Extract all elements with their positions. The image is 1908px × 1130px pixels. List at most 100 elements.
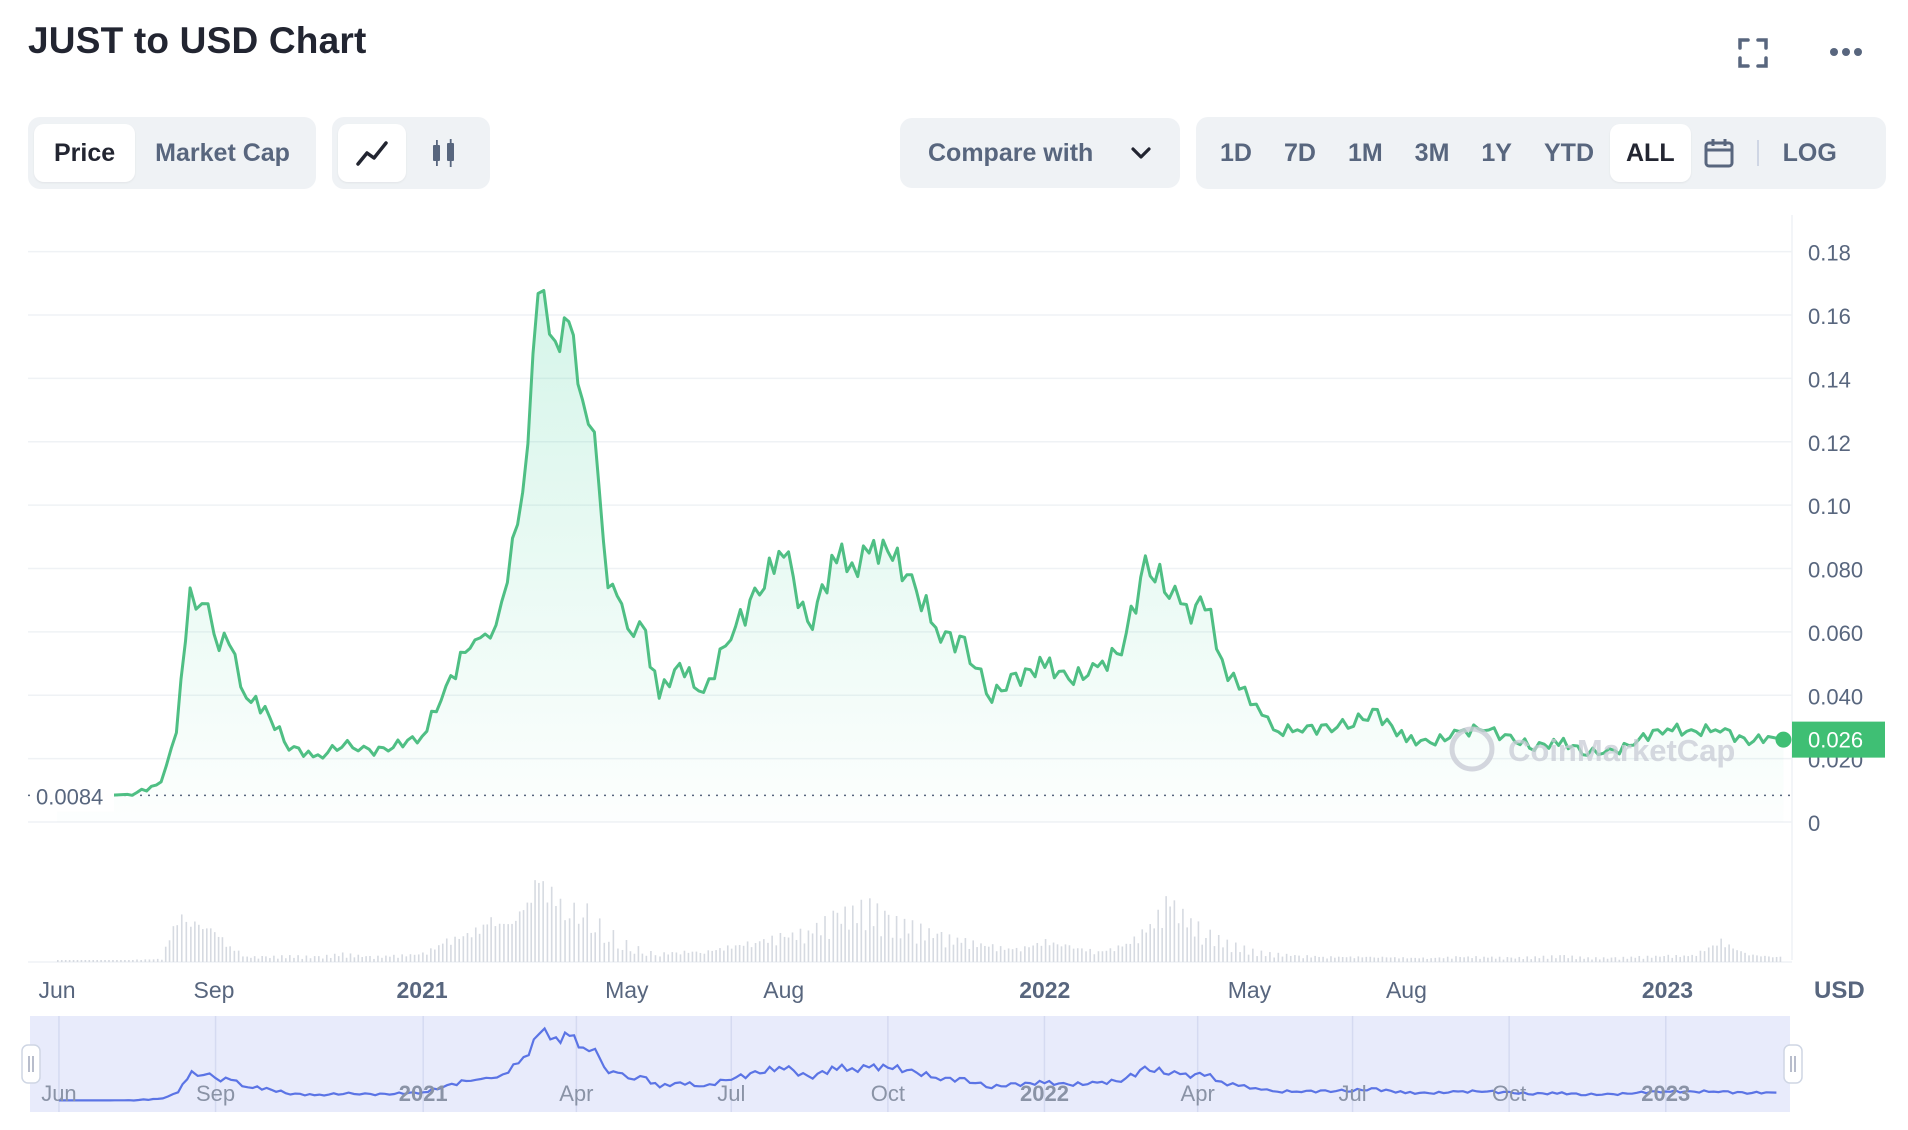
more-icon[interactable] <box>1828 42 1868 62</box>
volume-bar <box>582 917 585 962</box>
watermark-text: CoinMarketCap <box>1508 733 1735 768</box>
tab-market-cap[interactable]: Market Cap <box>155 138 290 167</box>
volume-bar <box>1699 950 1702 962</box>
range-7d[interactable]: 7D <box>1283 138 1316 167</box>
volume-bar <box>1165 896 1167 962</box>
fullscreen-icon[interactable] <box>1736 36 1770 70</box>
volume-bar <box>750 947 753 962</box>
volume-bar <box>361 957 364 962</box>
volume-bar <box>1771 957 1774 962</box>
compare-with-dropdown[interactable]: Compare with <box>900 118 1180 188</box>
volume-bar <box>1764 955 1766 962</box>
volume-bar <box>1426 958 1428 962</box>
volume-bar <box>1028 947 1030 962</box>
navigator-window[interactable] <box>30 1016 1790 1112</box>
volume-bar <box>699 952 702 962</box>
volume-bar <box>637 946 640 962</box>
volume-bar <box>116 960 118 962</box>
volume-bar <box>1744 952 1746 962</box>
volume-bar <box>650 950 652 962</box>
volume-bar <box>1003 949 1006 962</box>
volume-bar <box>250 957 252 962</box>
volume-bar <box>72 960 75 962</box>
range-1y[interactable]: 1Y <box>1481 138 1512 167</box>
volume-bar <box>787 937 790 962</box>
candlestick-icon[interactable] <box>406 124 482 182</box>
volume-bar <box>1190 918 1192 962</box>
calendar-icon[interactable] <box>1691 124 1747 182</box>
volume-bar <box>936 933 939 962</box>
volume-bar <box>887 914 890 962</box>
volume-bar <box>357 954 360 962</box>
volume-bar <box>783 936 786 962</box>
volume-bar <box>349 953 352 962</box>
volume-bar <box>1032 945 1034 962</box>
volume-bar <box>633 953 636 962</box>
navigator[interactable]: Jun Sep 2021 Apr Jul Oct 2022 Apr Jul Oct 2023 <box>21 1016 1803 1112</box>
volume-bar <box>683 950 686 962</box>
volume-bar <box>1201 944 1203 962</box>
volume-bar <box>559 898 562 962</box>
volume-bar <box>1186 927 1188 962</box>
volume-bar <box>144 959 147 962</box>
volume-bar <box>1514 958 1517 962</box>
volume-bar <box>1310 957 1312 962</box>
volume-bar <box>1602 957 1605 962</box>
range-ytd[interactable]: YTD <box>1544 138 1594 167</box>
navigator-right-handle[interactable] <box>1783 1044 1803 1084</box>
volume-bar <box>297 955 299 962</box>
volume-bar <box>1064 944 1067 962</box>
volume-bar <box>864 930 867 962</box>
volume-bar <box>136 959 138 962</box>
volume-bar <box>968 948 971 962</box>
navigator-left-handle[interactable] <box>21 1044 41 1084</box>
volume-bar <box>353 957 356 962</box>
price-area <box>57 290 1784 822</box>
volume-bar <box>948 934 951 962</box>
volume-bar <box>1341 957 1344 962</box>
volume-bar <box>190 926 192 962</box>
range-all[interactable]: ALL <box>1610 124 1691 182</box>
volume-bar <box>598 918 601 962</box>
volume-bar <box>454 936 456 962</box>
volume-bar <box>1740 951 1742 962</box>
volume-bar <box>903 918 906 962</box>
volume-bar <box>608 941 610 962</box>
volume-bar <box>293 957 295 962</box>
volume-bar <box>1438 957 1441 962</box>
volume-bar <box>1402 957 1404 962</box>
volume-bar <box>1687 956 1689 962</box>
volume-bar <box>1269 952 1271 962</box>
log-toggle[interactable]: LOG <box>1782 138 1837 167</box>
volume-bar <box>313 956 316 962</box>
volume-bar <box>1011 949 1014 962</box>
volume-bar <box>1089 948 1091 962</box>
volume-bar <box>840 923 843 962</box>
tab-price[interactable]: Price <box>34 124 136 182</box>
volume-bar <box>546 902 549 962</box>
y-tick-label: 0.14 <box>1808 367 1851 392</box>
volume-bar <box>1389 957 1392 962</box>
volume-bar <box>1133 936 1136 962</box>
volume-bar <box>1036 942 1039 962</box>
volume-bar <box>811 933 814 962</box>
volume-bar <box>1534 956 1536 962</box>
volume-bar <box>482 924 485 962</box>
volume-bar <box>322 958 324 962</box>
volume-bar <box>1522 959 1525 962</box>
line-chart-icon[interactable] <box>338 124 406 182</box>
volume-bar <box>807 930 810 962</box>
volume-bar <box>257 958 260 962</box>
x-tick-label: Aug <box>1386 977 1427 1003</box>
range-3m[interactable]: 3M <box>1414 138 1450 167</box>
volume-bar <box>233 950 236 962</box>
volume-bar <box>462 936 465 962</box>
volume-bar <box>507 924 509 962</box>
volume-bar <box>1361 957 1364 962</box>
volume-bar <box>1085 951 1087 962</box>
volume-bar <box>365 956 367 962</box>
volume-bar <box>1177 923 1180 962</box>
range-1m[interactable]: 1M <box>1347 138 1383 167</box>
volume-bar <box>1105 950 1108 962</box>
range-1d[interactable]: 1D <box>1220 138 1252 167</box>
